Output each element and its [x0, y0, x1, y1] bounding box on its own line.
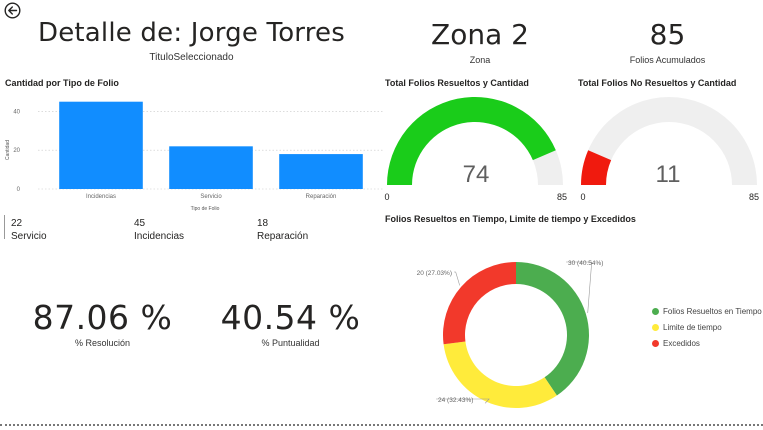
- kpi-puntualidad-label: % Puntualidad: [261, 338, 320, 348]
- donut-legend-label: Limite de tiempo: [663, 322, 722, 332]
- gauge-resueltos-fill: [387, 96, 556, 185]
- kpi-resolucion-label: % Resolución: [74, 338, 131, 348]
- donut-legend-item[interactable]: Excedidos: [652, 335, 762, 351]
- page-subtitle: TituloSeleccionado: [149, 52, 234, 63]
- donut-slice-2[interactable]: [443, 262, 516, 345]
- donut-legend-label: Folios Resueltos en Tiempo: [663, 306, 762, 316]
- folios-card-value: 85: [649, 18, 686, 51]
- donut-legend-item[interactable]: Limite de tiempo: [652, 319, 762, 335]
- bar-chart-ytick: 40: [13, 109, 20, 115]
- bar-0[interactable]: [59, 101, 143, 189]
- gauge-resueltos-max: 85: [557, 192, 567, 202]
- gauge-no-resueltos-min: 0: [580, 192, 585, 202]
- legend-dot-icon: [652, 339, 659, 347]
- bar-chart-xtick: Reparación: [306, 194, 337, 200]
- bar-2[interactable]: [279, 154, 363, 189]
- gauge-no-resueltos-track: [581, 97, 757, 185]
- mini-stat-value-incidencias: 45: [134, 218, 146, 229]
- donut-data-label: 24 (32.43%): [438, 397, 473, 404]
- zona-card-label: Zona: [469, 55, 491, 65]
- page-bottom-border: [0, 424, 763, 426]
- gauge-no-resueltos-fill: [581, 150, 612, 185]
- back-button[interactable]: [4, 2, 21, 19]
- legend-dot-icon: [652, 307, 659, 315]
- bar-chart-ylabel: Cantidad: [5, 140, 11, 160]
- bar-chart-xtick: Incidencias: [86, 194, 116, 200]
- gauge-resueltos-title: Total Folios Resueltos y Cantidad: [385, 78, 529, 88]
- gauge-resueltos-value: 74: [463, 161, 490, 188]
- mini-stat-label-reparacion: Reparación: [257, 231, 309, 242]
- donut-leader-line: [566, 261, 593, 314]
- kpi-resolucion-value: 87.06 %: [32, 298, 173, 337]
- gauge-no-resueltos-title: Total Folios No Resueltos y Cantidad: [578, 78, 737, 88]
- folios-card-label: Folios Acumulados: [629, 55, 706, 65]
- gauge-no-resueltos-value: 11: [656, 161, 681, 188]
- zona-card-value: Zona 2: [431, 18, 529, 51]
- donut-data-label: 20 (27.03%): [417, 270, 452, 277]
- bar-1[interactable]: [169, 146, 253, 189]
- bar-chart-ytick: 20: [13, 148, 20, 154]
- mini-stats-divider: [4, 215, 5, 239]
- mini-stat-value-reparacion: 18: [257, 218, 269, 229]
- donut-slice-1[interactable]: [443, 341, 557, 408]
- bar-chart-xlabel: Tipo de Folio: [191, 206, 220, 212]
- bar-chart-title: Cantidad por Tipo de Folio: [5, 78, 119, 88]
- donut-chart: 30 (40.54%) 24 (32.43%) 20 (27.03%): [417, 260, 603, 408]
- donut-chart-title: Folios Resueltos en Tiempo, Limite de ti…: [385, 214, 636, 224]
- mini-stat-value-servicio: 22: [11, 218, 23, 229]
- donut-leader-line: [454, 271, 460, 286]
- donut-leader-line: [436, 398, 490, 404]
- kpi-puntualidad-value: 40.54 %: [220, 298, 361, 337]
- donut-legend-item[interactable]: Folios Resueltos en Tiempo: [652, 303, 762, 319]
- donut-slice-0[interactable]: [516, 262, 589, 396]
- gauge-no-resueltos-max: 85: [749, 192, 759, 202]
- mini-stat-label-servicio: Servicio: [11, 231, 47, 242]
- gauge-resueltos-min: 0: [384, 192, 389, 202]
- gauges-area: 74 0 85 11 0 85: [384, 96, 759, 202]
- bar-chart-xtick: Servicio: [200, 194, 222, 200]
- page-title: Detalle de: Jorge Torres: [37, 18, 345, 48]
- mini-stat-label-incidencias: Incidencias: [134, 231, 185, 242]
- donut-legend-label: Excedidos: [663, 338, 700, 348]
- donut-data-label: 30 (40.54%): [568, 260, 603, 267]
- bar-chart-ytick: 0: [17, 187, 21, 193]
- legend-dot-icon: [652, 323, 659, 331]
- back-arrow-icon: [4, 2, 21, 19]
- bar-chart: 40 20 0 Incidencias Servicio Reparación Cant…: [5, 101, 383, 212]
- donut-legend: Folios Resueltos en Tiempo Limite de tiem…: [652, 303, 762, 351]
